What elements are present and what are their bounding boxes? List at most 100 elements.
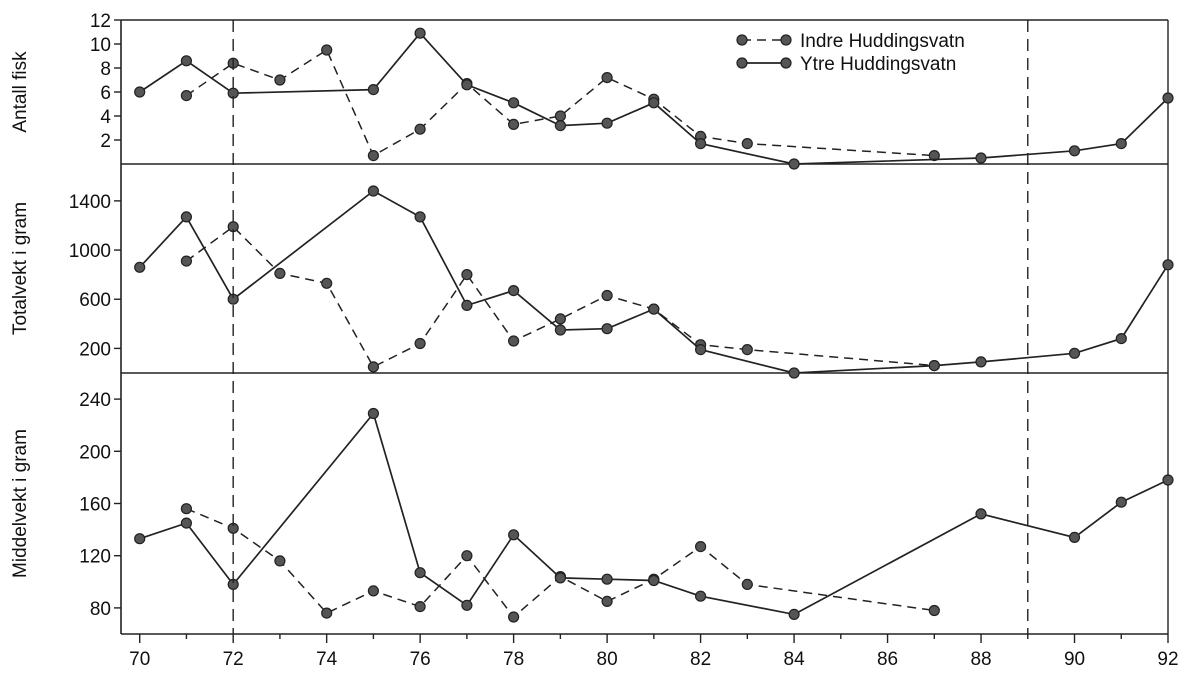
data-point [461,269,473,281]
legend-marker-indre [736,34,748,46]
data-point [601,71,613,84]
x-tick-label: 72 [223,649,244,670]
data-point [648,97,660,109]
y-axis-title: Middelvekt i gram [10,429,31,578]
data-point [507,335,520,347]
y-tick-label: 10 [90,35,111,56]
data-point [554,324,567,336]
data-point [648,303,660,315]
x-tick-label: 86 [877,649,898,670]
data-point [1115,138,1127,150]
legend-label-indre: Indre Huddingsvatn [800,31,965,52]
y-tick-label: 160 [79,495,111,516]
x-axis: 70 72 74 76 78 80 82 84 86 88 90 92 [129,634,1179,670]
data-point [180,255,192,267]
y-tick-label: 240 [79,390,111,411]
data-point [601,323,613,335]
data-point [788,158,800,170]
reference-lines [232,20,1029,634]
data-point [507,529,520,541]
data-point [1115,496,1127,508]
data-point [928,150,940,162]
data-point [274,74,286,86]
x-tick-label: 74 [316,649,338,670]
legend-marker-ytre-end [780,57,792,69]
data-point [321,607,333,619]
series-ytre [134,407,1174,621]
series-line [185,48,935,157]
panel-middelvekt: 80 120 160 200 240 Middelvekt i gram [10,373,1174,635]
data-point [321,44,333,56]
data-point [507,611,520,623]
data-point [180,89,192,102]
series-line [185,225,935,368]
y-tick-label: 1000 [69,241,111,262]
data-point [601,289,613,302]
data-point [414,211,426,223]
x-tick-label: 90 [1064,649,1085,670]
x-tick-label: 84 [784,649,806,670]
x-tick-label: 88 [970,649,991,670]
y-axis-title: Totalvekt i gram [10,202,31,335]
data-point [554,110,567,122]
x-tick-label: 92 [1157,649,1178,670]
data-point [367,585,379,597]
legend: Indre Huddingsvatn Ytre Huddingsvatn [736,31,965,75]
y-tick-label: 4 [100,107,111,128]
data-point [1162,474,1174,486]
data-point [1068,531,1081,544]
data-point [274,267,286,279]
data-point [601,573,613,585]
data-point [788,367,800,379]
y-tick-label: 6 [100,83,111,104]
x-tick-label: 70 [129,649,150,670]
series-indre [180,503,940,623]
data-point [367,185,379,197]
data-point [180,55,192,67]
panel-antall-fisk: 2 4 6 8 10 12 Antall fisk [10,11,1174,170]
series-ytre [134,27,1174,170]
data-point [554,119,567,132]
data-point [414,123,426,135]
data-point [134,86,146,98]
data-point [461,550,473,562]
y-tick-label: 80 [90,599,111,620]
data-point [694,590,707,602]
data-point [1115,333,1127,345]
legend-marker-ytre [736,57,748,69]
data-point [507,118,520,131]
y-tick-label: 200 [79,442,111,463]
data-point [601,117,613,129]
data-point [788,608,800,621]
data-point [180,211,192,223]
data-point [461,79,473,91]
x-tick-label: 82 [690,649,711,670]
y-tick-label: 2 [100,131,111,152]
data-point [180,503,192,515]
data-point [461,299,473,311]
data-point [367,83,379,96]
x-tick-label: 76 [410,649,431,670]
data-point [134,261,146,273]
data-point [461,599,473,611]
data-point [601,595,613,608]
data-point [648,574,660,587]
y-tick-label: 600 [79,290,111,311]
data-point [554,572,567,584]
data-point [367,361,379,373]
data-point [414,337,426,350]
y-tick-label: 200 [79,339,111,360]
series-indre [180,221,940,373]
data-point [414,600,426,613]
data-point [1068,145,1081,157]
data-point [414,27,426,39]
y-tick-label: 1400 [69,192,111,213]
panels-layer: 2 4 6 8 10 12 Antall fisk 200 600 1000 1400 Totalve… [10,11,1174,635]
data-point [367,407,379,420]
data-point [1162,92,1174,104]
data-point [741,578,753,591]
data-point [274,555,286,567]
data-point [134,533,146,545]
data-point [367,150,379,162]
